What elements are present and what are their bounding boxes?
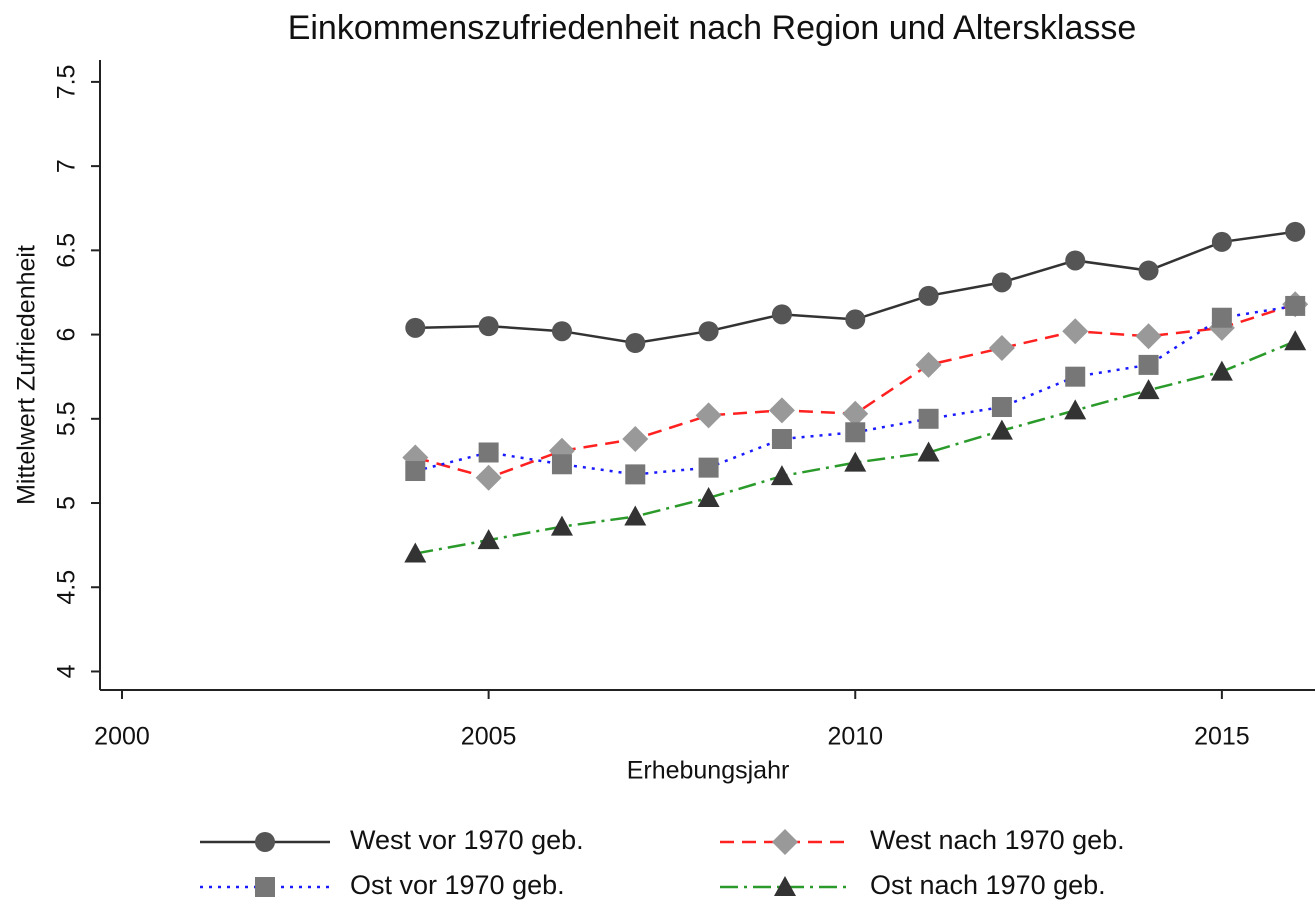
legend-label: West nach 1970 geb.	[870, 825, 1125, 855]
legend-label: Ost nach 1970 geb.	[870, 870, 1106, 900]
marker	[990, 419, 1013, 440]
y-tick-label: 6.5	[53, 233, 81, 268]
legend-label: Ost vor 1970 geb.	[350, 870, 565, 900]
y-tick-label: 5	[53, 496, 81, 510]
marker	[1062, 318, 1089, 345]
marker	[988, 335, 1015, 362]
x-tick-label: 2015	[1194, 723, 1250, 751]
x-axis-label: Erhebungsjahr	[627, 757, 790, 785]
marker	[1285, 295, 1306, 316]
marker	[771, 304, 792, 325]
marker	[478, 442, 499, 463]
marker	[1284, 330, 1307, 351]
legend-marker	[772, 829, 798, 855]
marker	[624, 505, 647, 526]
marker	[550, 515, 573, 536]
legend-label: West vor 1970 geb.	[350, 825, 584, 855]
marker	[1138, 354, 1159, 375]
marker	[768, 397, 795, 424]
marker	[845, 422, 866, 443]
y-tick-label: 7.5	[53, 65, 81, 100]
marker	[1211, 231, 1232, 252]
marker	[1135, 323, 1162, 350]
marker	[991, 272, 1012, 293]
marker	[478, 316, 499, 337]
marker	[770, 465, 793, 486]
y-tick-label: 4.5	[53, 570, 81, 605]
marker	[1285, 221, 1306, 242]
marker	[698, 321, 719, 342]
marker	[405, 317, 426, 338]
marker	[477, 529, 500, 550]
marker	[698, 457, 719, 478]
x-tick-label: 2010	[827, 723, 883, 751]
marker	[695, 402, 722, 429]
marker	[625, 332, 646, 353]
legend-marker	[255, 832, 275, 852]
marker	[622, 426, 649, 453]
marker	[405, 461, 426, 482]
y-tick-label: 7	[53, 159, 81, 173]
marker	[915, 351, 942, 378]
chart-title: Einkommenszufriedenheit nach Region und …	[288, 9, 1137, 47]
marker	[1064, 399, 1087, 420]
series-line	[415, 340, 1296, 555]
legend-marker	[774, 876, 796, 896]
marker	[844, 451, 867, 472]
marker	[1138, 260, 1159, 281]
marker	[917, 441, 940, 462]
y-tick-label: 4	[53, 664, 81, 678]
x-tick-label: 2005	[461, 723, 517, 751]
x-tick-label: 2000	[94, 723, 150, 751]
marker	[845, 309, 866, 330]
marker	[1210, 360, 1233, 381]
marker	[918, 285, 939, 306]
marker	[697, 486, 720, 507]
marker	[1137, 379, 1160, 400]
marker	[991, 397, 1012, 418]
y-axis-label: Mittelwert Zufriedenheit	[13, 245, 41, 505]
marker	[625, 464, 646, 485]
marker	[475, 464, 502, 491]
marker	[1211, 307, 1232, 328]
marker	[404, 542, 427, 563]
y-tick-label: 6	[53, 328, 81, 342]
legend-marker	[255, 877, 275, 897]
marker	[1065, 366, 1086, 387]
marker	[842, 400, 869, 427]
marker	[918, 408, 939, 429]
marker	[771, 429, 792, 450]
marker	[551, 454, 572, 475]
y-tick-label: 5.5	[53, 401, 81, 436]
marker	[551, 321, 572, 342]
marker	[1065, 250, 1086, 271]
